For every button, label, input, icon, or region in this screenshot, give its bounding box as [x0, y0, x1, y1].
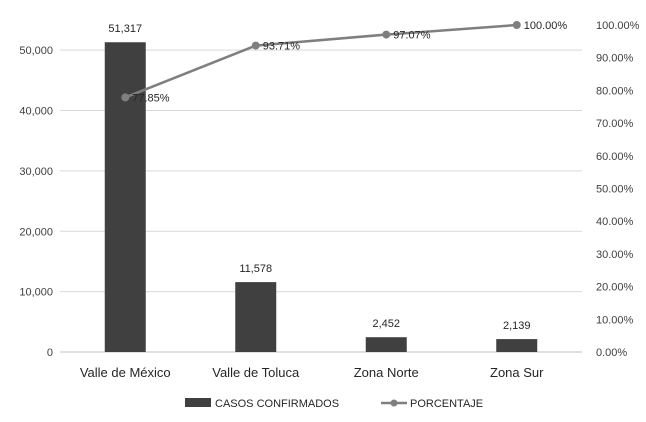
line-porcentaje: [124, 23, 517, 99]
right-tick-label-4: 40.00%: [596, 216, 634, 228]
line-point-valle-de-mexico: [121, 93, 130, 102]
right-tick-label-2: 20.00%: [596, 282, 634, 294]
right-axis-tick-labels: 0.00% 10.00% 20.00% 30.00% 40.00% 50.00% 60.00…: [596, 20, 640, 359]
left-tick-label-2: 20,000: [19, 226, 53, 238]
bar-valle-de-mexico: [104, 42, 146, 352]
bar-series-casos-confirmados: [104, 42, 538, 352]
category-label-zona-norte: Zona Norte: [354, 365, 419, 380]
category-label-valle-de-toluca: Valle de Toluca: [212, 365, 300, 380]
line-point-valle-de-toluca: [251, 41, 260, 50]
line-series-porcentaje: [121, 21, 521, 102]
right-tick-label-5: 50.00%: [596, 184, 634, 196]
line-label-valle-de-mexico: 77.85%: [132, 92, 170, 104]
right-tick-label-8: 80.00%: [596, 85, 634, 97]
legend: CASOS CONFIRMADOS PORCENTAJE: [185, 398, 483, 410]
line-label-zona-norte: 97.07%: [393, 30, 431, 42]
bar-data-labels: 51,317 11,578 2,452 2,139: [108, 23, 530, 332]
bar-label-valle-de-mexico: 51,317: [108, 23, 142, 35]
bar-zona-sur: [496, 339, 538, 352]
left-tick-label-4: 40,000: [19, 106, 53, 118]
right-tick-label-1: 10.00%: [596, 314, 634, 326]
right-tick-label-0: 0.00%: [596, 347, 627, 359]
line-point-zona-norte: [382, 30, 391, 39]
right-tick-label-9: 90.00%: [596, 53, 634, 65]
category-axis-labels: Valle de México Valle de Toluca Zona Norte…: [80, 365, 544, 380]
right-tick-label-10: 100.00%: [596, 20, 640, 32]
left-axis-tick-labels: 0 10,000 20,000 30,000 40,000 50,000: [19, 45, 53, 359]
category-label-valle-de-mexico: Valle de México: [80, 365, 171, 380]
legend-label-casos-confirmados: CASOS CONFIRMADOS: [215, 398, 339, 410]
line-point-zona-sur: [512, 21, 521, 29]
left-tick-label-3: 30,000: [19, 166, 53, 178]
line-label-zona-sur: 100.00%: [524, 20, 568, 32]
right-tick-label-3: 30.00%: [596, 249, 634, 261]
bar-valle-de-toluca: [235, 282, 277, 352]
right-tick-label-7: 70.00%: [596, 118, 634, 130]
legend-marker-porcentaje: [390, 399, 398, 407]
gridlines: [60, 49, 582, 353]
legend-label-porcentaje: PORCENTAJE: [410, 398, 483, 410]
line-label-valle-de-toluca: 93.71%: [263, 41, 301, 53]
right-tick-label-6: 60.00%: [596, 151, 634, 163]
left-tick-label-1: 10,000: [19, 287, 53, 299]
bar-label-zona-norte: 2,452: [372, 318, 400, 330]
left-tick-label-5: 50,000: [19, 45, 53, 57]
bar-label-zona-sur: 2,139: [503, 320, 531, 332]
category-label-zona-sur: Zona Sur: [490, 365, 544, 380]
legend-swatch-casos-confirmados: [185, 398, 211, 407]
bar-label-valle-de-toluca: 11,578: [239, 263, 272, 275]
left-tick-label-0: 0: [47, 347, 53, 359]
bar-zona-norte: [365, 337, 407, 352]
line-data-labels: 77.85% 93.71% 97.07% 100.00%: [132, 20, 567, 104]
